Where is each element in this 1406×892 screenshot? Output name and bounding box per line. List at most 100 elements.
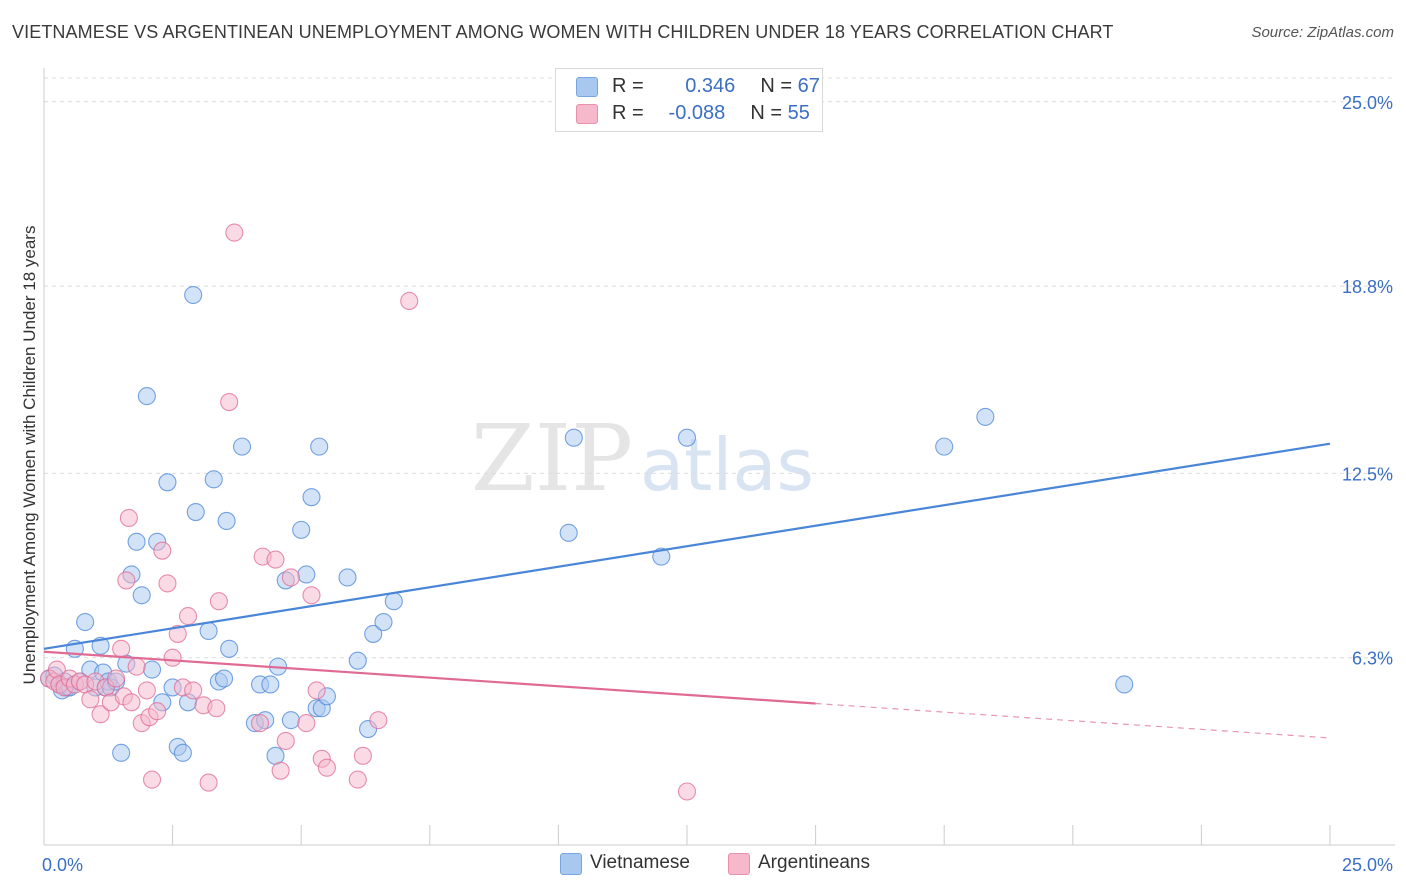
legend-swatch-vietnamese <box>576 77 598 97</box>
point-vietnamese <box>292 520 311 539</box>
point-argentineans <box>225 223 244 242</box>
point-vietnamese <box>384 592 403 611</box>
legend-label-argentineans: Argentineans <box>758 852 870 873</box>
point-argentineans <box>220 392 239 412</box>
point-vietnamese <box>652 547 671 566</box>
point-argentineans <box>106 669 126 688</box>
point-argentineans <box>184 681 203 700</box>
point-argentineans <box>302 586 321 605</box>
legend-swatch-argentineans <box>576 104 598 124</box>
point-argentineans <box>178 607 198 626</box>
point-vietnamese <box>214 669 234 688</box>
point-argentineans <box>122 693 141 712</box>
point-vietnamese <box>112 743 131 762</box>
point-argentineans <box>91 705 110 724</box>
x-tick-label-min: 0.0% <box>42 855 83 875</box>
point-argentineans <box>112 639 131 658</box>
point-vietnamese <box>220 639 239 658</box>
point-vietnamese <box>137 387 156 406</box>
tick-labels: 6.3% 12.5% 18.8% 25.0% 0.0% 25.0% <box>42 93 1393 875</box>
legend-r-label: R = <box>612 75 644 97</box>
point-argentineans <box>142 770 162 789</box>
y-tick-label: 12.5% <box>1342 464 1393 484</box>
point-argentineans <box>119 508 138 528</box>
point-argentineans <box>297 714 316 733</box>
point-vietnamese <box>348 651 367 670</box>
y-tick-label: 25.0% <box>1342 93 1393 113</box>
point-argentineans <box>353 746 372 765</box>
point-vietnamese <box>297 565 316 584</box>
y-axis-label: Unemployment Among Women with Children U… <box>20 225 39 685</box>
point-vietnamese <box>199 621 218 641</box>
point-vietnamese <box>559 523 578 542</box>
point-vietnamese <box>564 428 583 447</box>
points-argentineans <box>40 223 697 801</box>
trend-lines <box>43 442 1331 739</box>
legend-r-label: R = <box>612 102 644 124</box>
x-tick-label-max: 25.0% <box>1342 855 1393 875</box>
watermark-atlas: atlas <box>640 423 814 507</box>
point-vietnamese <box>261 675 280 694</box>
point-argentineans <box>199 773 218 792</box>
point-argentineans <box>276 731 295 750</box>
point-argentineans <box>281 568 300 587</box>
trend-line-argentineans <box>43 650 816 705</box>
point-argentineans <box>317 758 336 777</box>
point-vietnamese <box>677 428 697 447</box>
point-vietnamese <box>142 660 162 679</box>
legend-swatch-vietnamese <box>560 853 582 875</box>
point-vietnamese <box>1115 675 1134 694</box>
point-argentineans <box>153 541 172 560</box>
point-vietnamese <box>281 711 300 730</box>
point-vietnamese <box>232 437 252 456</box>
point-argentineans <box>271 761 290 780</box>
point-vietnamese <box>91 636 110 655</box>
legend-n-value: 67 <box>797 75 820 97</box>
trend-line-extension-argentineans <box>815 702 1331 739</box>
series-legend: Vietnamese Argentineans <box>0 851 1406 879</box>
point-vietnamese <box>186 502 205 522</box>
point-vietnamese <box>935 437 954 456</box>
legend-n-label: N = <box>750 102 783 124</box>
point-vietnamese <box>132 586 151 605</box>
point-vietnamese <box>184 285 203 305</box>
point-vietnamese <box>310 437 329 456</box>
point-vietnamese <box>173 743 192 762</box>
legend-n-label: N = <box>760 75 793 97</box>
point-vietnamese <box>217 511 236 531</box>
chart-title: VIETNAMESE VS ARGENTINEAN UNEMPLOYMENT A… <box>12 22 1114 42</box>
point-argentineans <box>307 681 326 700</box>
point-argentineans <box>250 714 270 733</box>
point-argentineans <box>137 681 156 700</box>
point-vietnamese <box>976 407 995 426</box>
point-vietnamese <box>364 624 383 643</box>
point-argentineans <box>127 657 146 676</box>
point-argentineans <box>400 291 419 311</box>
point-vietnamese <box>374 612 393 632</box>
points-vietnamese <box>40 285 1134 765</box>
point-vietnamese <box>158 473 177 492</box>
point-vietnamese <box>338 568 357 587</box>
point-argentineans <box>677 782 697 801</box>
point-argentineans <box>158 574 177 593</box>
point-vietnamese <box>204 470 223 489</box>
legend-r-value: -0.088 <box>668 102 726 124</box>
point-argentineans <box>348 770 367 789</box>
grid-lines <box>44 77 1395 659</box>
point-argentineans <box>148 702 167 721</box>
legend-label-vietnamese: Vietnamese <box>590 852 690 873</box>
legend-r-value: 0.346 <box>685 75 736 97</box>
axes <box>43 68 1395 846</box>
watermark-zip: ZIP <box>471 405 633 512</box>
point-argentineans <box>163 648 182 667</box>
point-vietnamese <box>127 532 146 551</box>
point-argentineans <box>207 699 226 718</box>
point-vietnamese <box>302 488 321 507</box>
point-argentineans <box>209 592 228 611</box>
legend-swatch-argentineans <box>728 853 750 875</box>
point-vietnamese <box>76 612 95 632</box>
trend-line-vietnamese <box>43 442 1331 650</box>
legend-n-value: 55 <box>787 102 810 124</box>
point-argentineans <box>168 624 187 643</box>
